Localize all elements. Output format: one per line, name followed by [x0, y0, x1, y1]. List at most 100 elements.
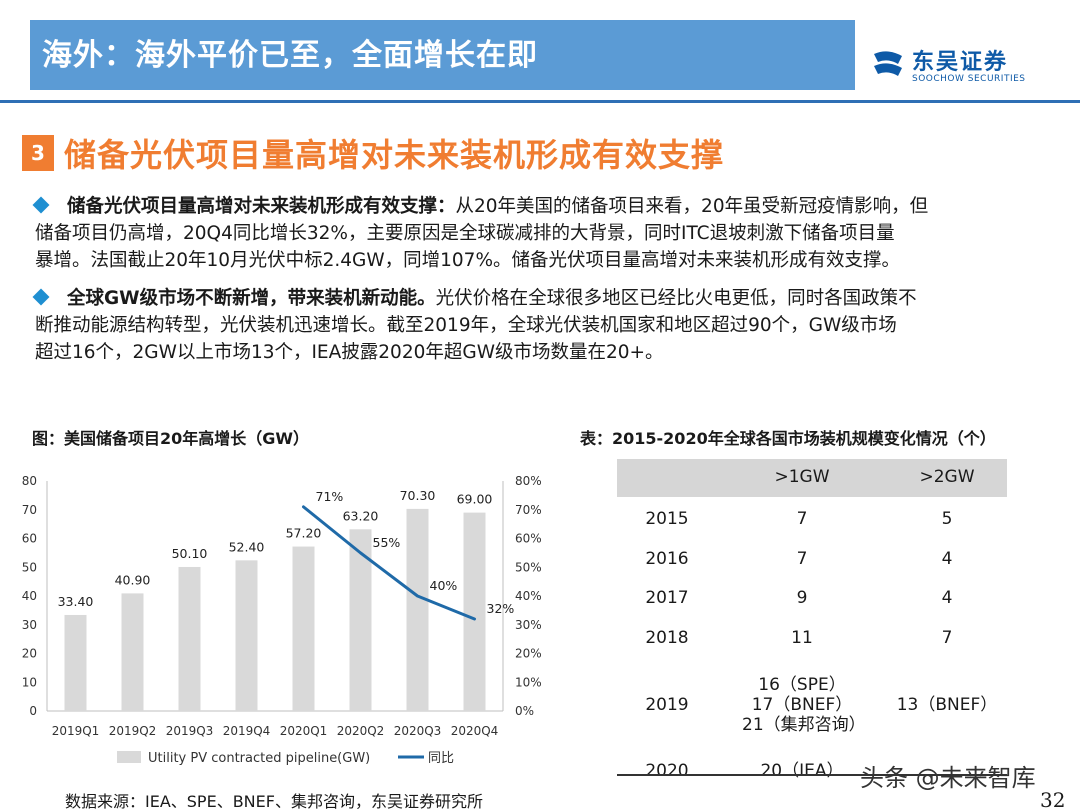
- table-cell-year: 2017: [617, 588, 717, 608]
- bullet-1-line-3: 暴增。法国截止20年10月光伏中标2.4GW，同增107%。储备光伏项目量高增对…: [35, 250, 901, 271]
- line-data-label: 32%: [487, 601, 515, 616]
- bar: [235, 560, 258, 711]
- table-cell-line: 5: [941, 509, 953, 529]
- table-row: 2019 16（SPE） 17（BNEF） 21（集邦咨询） 13（BNEF）: [617, 655, 1007, 750]
- table-cell-year: 2020: [617, 761, 717, 781]
- bar: [64, 614, 87, 711]
- table-cell-gt1: 9: [742, 588, 862, 608]
- bullet-2-line-2: 断推动能源结构转型，光伏装机迅速增长。截至2019年，全球光伏装机国家和地区超过…: [35, 315, 897, 336]
- table-cell-line: 20（IEA）: [760, 761, 844, 781]
- market-table: >1GW >2GW 2015 7 5 2016 7 4 2017 9 4 2018 11 7 2019 1…: [617, 459, 1007, 788]
- x-tick-label: 2019Q2: [109, 724, 157, 738]
- table-row: 2015 7 5: [617, 497, 1007, 537]
- y2-tick-label: 10%: [515, 675, 542, 689]
- y2-tick-label: 20%: [515, 647, 542, 661]
- table-cell-line: 2019: [645, 694, 689, 715]
- table-cell-gt2: 7: [887, 628, 1007, 648]
- bar: [178, 566, 201, 711]
- table-cell-line: 4: [941, 588, 953, 608]
- table-cell-gt1: 16（SPE） 17（BNEF） 21（集邦咨询）: [742, 674, 866, 735]
- table-cell-line: 17（BNEF）: [751, 694, 853, 715]
- bar-data-label: 33.40: [58, 594, 94, 609]
- table-cell-line: 4: [941, 548, 953, 569]
- chart-caption: 图：美国储备项目20年高增长（GW）: [32, 429, 310, 448]
- y-tick-label: 60: [22, 532, 37, 546]
- table-cell-year: 2018: [617, 628, 717, 648]
- bullet-2: 全球GW级市场不断新增，带来装机新动能。光伏价格在全球很多地区已经比火电更低，同…: [32, 285, 1050, 366]
- watermark: 头条 @未来智库: [860, 764, 1036, 792]
- pipeline-chart: 0 10 20 30 40 50 60 70 80 0% 10% 20% 30% 40% 50% 60% 70%…: [22, 474, 542, 766]
- diamond-bullet-icon: [32, 196, 50, 214]
- table-cell-line: 2020: [645, 761, 689, 781]
- y-tick-label: 80: [22, 474, 37, 488]
- table-cell-gt2: 5: [887, 509, 1007, 529]
- source-note: 数据来源：IEA、SPE、BNEF、集邦咨询，东吴证券研究所: [65, 792, 483, 811]
- table-header-gt2: >2GW: [919, 467, 975, 487]
- y2-tick-label: 50%: [515, 560, 542, 574]
- y-tick-label: 0: [29, 704, 37, 718]
- bullet-2-line-3: 超过16个，2GW以上市场13个，IEA披露2020年超GW级市场数量在20+。: [35, 342, 664, 363]
- x-tick-label: 2020Q2: [337, 724, 385, 738]
- table-cell-year: 2015: [617, 509, 717, 529]
- yoy-line: [302, 505, 476, 621]
- section-title: 储备光伏项目量高增对未来装机形成有效支撑: [64, 136, 725, 174]
- table-bottom-rule: [617, 774, 1007, 776]
- table-cell-gt2: 13（BNEF）: [887, 695, 1007, 715]
- table-header: >1GW >2GW: [617, 459, 1007, 497]
- bar-data-label: 57.20: [286, 526, 322, 541]
- table-cell-line: 13（BNEF）: [896, 694, 998, 715]
- bullet-1: 储备光伏项目量高增对未来装机形成有效支撑：从20年美国的储备项目来看，20年虽受…: [32, 193, 1050, 274]
- page-number: 32: [1040, 788, 1066, 812]
- bar: [349, 529, 372, 711]
- table-cell-line: 9: [796, 588, 808, 608]
- table-cell-line: 16（SPE）: [758, 674, 846, 695]
- bar-data-label: 50.10: [172, 546, 208, 561]
- table-cell-line: 2015: [645, 509, 689, 529]
- line-data-label: 40%: [430, 578, 458, 593]
- header-rule: [0, 100, 1080, 103]
- y-tick-label: 30: [22, 618, 37, 632]
- legend-line-label: 同比: [428, 751, 454, 766]
- table-row: 2020 20（IEA）: [617, 750, 1007, 788]
- table-cell-line: 2016: [645, 548, 689, 569]
- y-tick-label: 10: [22, 675, 37, 689]
- x-tick-label: 2020Q1: [280, 724, 328, 738]
- legend-bar-label: Utility PV contracted pipeline(GW): [148, 751, 370, 766]
- table-cell-line: 7: [941, 627, 953, 648]
- table-cell-gt2: 4: [887, 588, 1007, 608]
- bullet-2-bold: 全球GW级市场不断新增，带来装机新动能。: [67, 288, 436, 309]
- table-cell-line: 2017: [645, 588, 689, 608]
- table-row: 2016 7 4: [617, 537, 1007, 576]
- table-caption: 表：2015-2020年全球各国市场装机规模变化情况（个）: [580, 429, 996, 448]
- legend-bar-swatch: [117, 751, 141, 763]
- y-tick-label: 20: [22, 647, 37, 661]
- bar-data-label: 69.00: [457, 492, 493, 507]
- table-header-gt1: >1GW: [774, 467, 830, 487]
- y2-tick-label: 30%: [515, 618, 542, 632]
- company-logo: 东吴证券 SOOCHOW SECURITIES: [872, 44, 1032, 92]
- bar: [463, 512, 486, 711]
- y2-tick-label: 80%: [515, 474, 542, 488]
- bullet-1-line-1: 从20年美国的储备项目来看，20年虽受新冠疫情影响，但: [455, 196, 929, 217]
- bar-data-label: 63.20: [343, 508, 379, 523]
- x-tick-label: 2019Q4: [223, 724, 271, 738]
- line-data-label: 55%: [373, 535, 401, 550]
- table-cell-line: 7: [796, 548, 808, 569]
- bar-data-label: 52.40: [229, 539, 265, 554]
- y2-tick-label: 0%: [515, 704, 534, 718]
- table-cell-line: 2018: [645, 627, 689, 648]
- y-tick-label: 70: [22, 503, 37, 517]
- table-cell-year: 2016: [617, 549, 717, 569]
- bar: [121, 593, 144, 711]
- x-tick-label: 2020Q4: [451, 724, 499, 738]
- table-cell-line: 7: [796, 509, 808, 529]
- bullet-1-bold: 储备光伏项目量高增对未来装机形成有效支撑：: [67, 196, 456, 217]
- bullet-2-line-1: 光伏价格在全球很多地区已经比火电更低，同时各国政策不: [435, 288, 917, 309]
- x-tick-label: 2020Q3: [394, 724, 442, 738]
- table-cell-gt1: 7: [742, 509, 862, 529]
- table-cell-gt1: 20（IEA）: [742, 761, 862, 781]
- bar-data-label: 40.90: [115, 572, 151, 587]
- bar-data-label: 70.30: [400, 488, 436, 503]
- y2-tick-label: 40%: [515, 589, 542, 603]
- table-cell-year: 2019: [617, 695, 717, 715]
